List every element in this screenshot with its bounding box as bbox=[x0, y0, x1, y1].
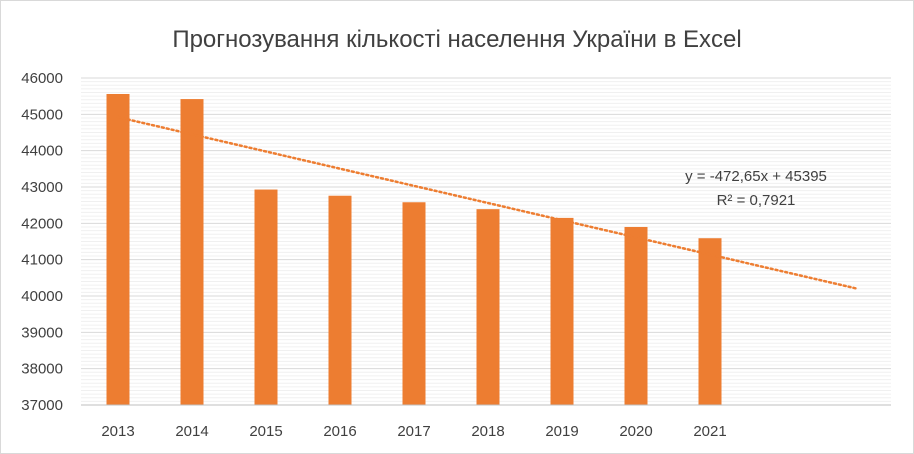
y-tick-label: 46000 bbox=[21, 70, 63, 87]
x-tick-label: 2021 bbox=[693, 423, 726, 440]
bar-2021 bbox=[698, 238, 722, 405]
bar-2016 bbox=[328, 195, 352, 405]
y-tick-label: 41000 bbox=[21, 252, 63, 269]
y-tick-label: 40000 bbox=[21, 288, 63, 305]
bar-2015 bbox=[254, 189, 278, 405]
y-tick-label: 37000 bbox=[21, 397, 63, 414]
x-tick-label: 2017 bbox=[397, 423, 430, 440]
x-tick-label: 2020 bbox=[619, 423, 652, 440]
y-tick-label: 45000 bbox=[21, 106, 63, 123]
x-axis: 2013 2014 2015 2016 2017 2018 2019 2020 2021 bbox=[81, 404, 891, 440]
y-tick-label: 44000 bbox=[21, 143, 63, 160]
y-axis: 37000 38000 39000 40000 41000 42000 43000 44000… bbox=[21, 70, 63, 414]
trendline-line bbox=[116, 115, 860, 291]
x-tick-label: 2013 bbox=[101, 423, 134, 440]
bar-2017 bbox=[402, 202, 426, 405]
y-tick-label: 39000 bbox=[21, 324, 63, 341]
bar-2013 bbox=[106, 93, 130, 405]
trendline-equation: y = -472,65x + 45395 bbox=[685, 168, 827, 185]
x-tick-label: 2014 bbox=[175, 423, 208, 440]
x-tick-label: 2019 bbox=[545, 423, 578, 440]
bar-2020 bbox=[624, 226, 648, 405]
x-tick-label: 2015 bbox=[249, 423, 282, 440]
bar-2018 bbox=[476, 209, 500, 405]
bar-2019 bbox=[550, 217, 574, 405]
bars bbox=[106, 93, 722, 405]
trendline bbox=[116, 115, 860, 291]
x-tick-label: 2018 bbox=[471, 423, 504, 440]
bar-2014 bbox=[180, 99, 204, 405]
y-tick-label: 43000 bbox=[21, 179, 63, 196]
y-tick-label: 38000 bbox=[21, 361, 63, 378]
x-tick-label: 2016 bbox=[323, 423, 356, 440]
trendline-r-squared: R² = 0,7921 bbox=[717, 192, 796, 209]
chart-title: Прогнозування кількості населення Україн… bbox=[172, 26, 741, 53]
y-tick-label: 42000 bbox=[21, 215, 63, 232]
